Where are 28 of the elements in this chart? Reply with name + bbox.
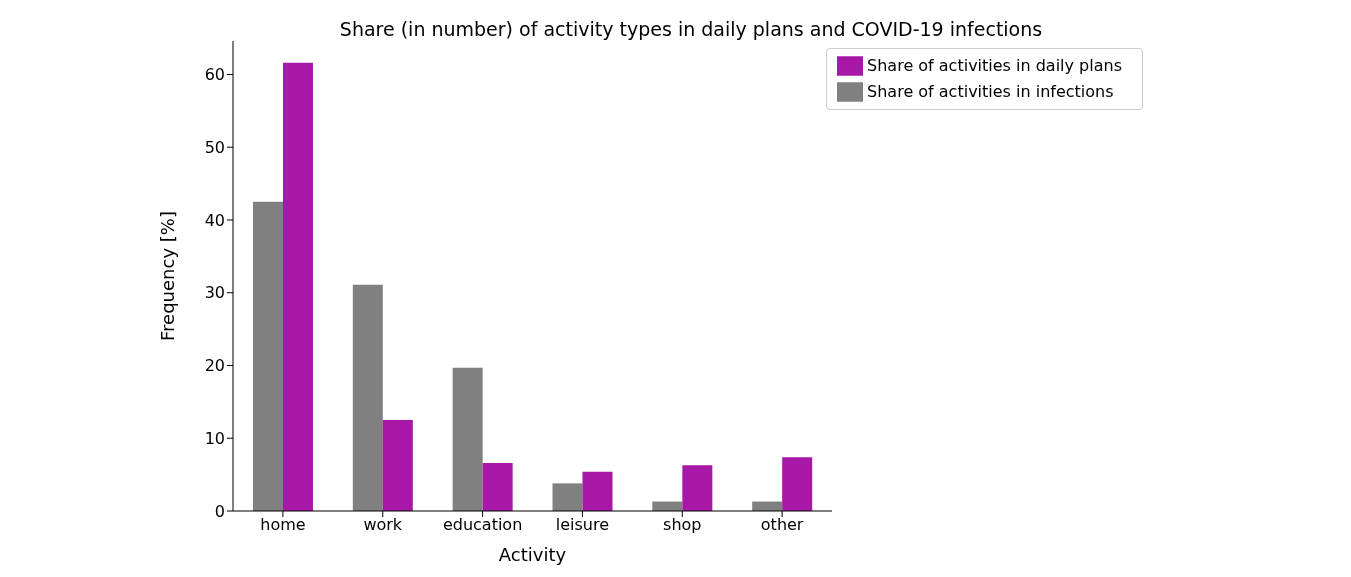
bar	[552, 483, 583, 511]
bar	[252, 201, 283, 511]
bar	[352, 284, 383, 511]
y-tick-label: 10	[204, 428, 225, 448]
y-tick-label: 30	[204, 283, 225, 303]
y-tick-label: 50	[204, 137, 225, 157]
x-tick-label: home	[260, 515, 306, 535]
bar	[482, 462, 513, 511]
legend-label: Share of activities in daily plans	[867, 55, 1122, 75]
x-tick-label: shop	[663, 515, 702, 535]
x-axis-title: Activity	[498, 544, 567, 565]
y-axis-title: Frequency [%]	[157, 211, 179, 341]
x-tick-label: leisure	[555, 515, 610, 535]
y-tick-label: 40	[204, 210, 225, 230]
legend-label: Share of activities in infections	[867, 81, 1114, 101]
bar	[452, 367, 483, 511]
bar	[282, 62, 313, 511]
bar	[382, 420, 413, 511]
x-tick-label: work	[363, 515, 403, 535]
x-tick-label: education	[442, 515, 523, 535]
x-tick-label: other	[760, 515, 804, 535]
bar	[682, 465, 713, 511]
y-tick-label: 60	[204, 65, 225, 85]
bar	[582, 471, 613, 511]
chart-title: Share (in number) of activity types in daily plans and COVID-19 infections	[338, 18, 1044, 40]
y-tick-label: 0	[214, 501, 225, 521]
bar	[782, 457, 813, 511]
y-tick-label: 20	[204, 356, 225, 376]
